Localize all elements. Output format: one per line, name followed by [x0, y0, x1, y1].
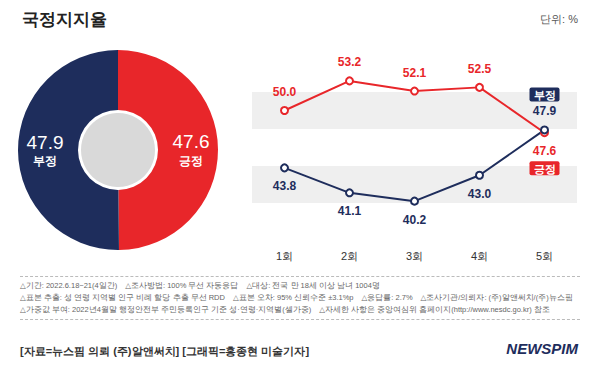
svg-text:2회: 2회: [341, 250, 358, 262]
html-text:[자료=뉴스핌 의뢰 (주)알앤써치] [그래픽=홍종현 미: [자료=뉴스핌 의뢰 (주)알앤써치] [그래픽=홍종현 미술기자]: [20, 345, 310, 357]
svg-text:47.6: 47.6: [173, 131, 210, 152]
html-text:△대상: 전국 만 18세 이상 남녀 1004명: △대상: 전국 만 18세 이상 남녀 1004명: [246, 281, 380, 290]
svg-text:4회: 4회: [471, 250, 488, 262]
svg-text:긍정: 긍정: [179, 154, 203, 168]
svg-text:47.6: 47.6: [533, 144, 557, 158]
html-text:△자세한 사항은 중앙여심위 홈페이지(http://www: △자세한 사항은 중앙여심위 홈페이지(http://www.nesdc.go.…: [319, 305, 550, 314]
svg-text:5회: 5회: [536, 250, 553, 262]
svg-text:43.8: 43.8: [273, 179, 297, 193]
svg-text:47.9: 47.9: [533, 104, 557, 118]
svg-text:52.5: 52.5: [468, 62, 492, 76]
html-text:△표본 추출: 성 연령 지역별 인구 비례 할당 추출 무: △표본 추출: 성 연령 지역별 인구 비례 할당 추출 무선 RDD: [20, 293, 225, 302]
html-text:국정지지율: 국정지지율: [22, 10, 107, 29]
svg-text:긍정: 긍정: [534, 163, 556, 175]
svg-text:40.2: 40.2: [403, 213, 427, 227]
html-text:△가중값 부여: 2022년4월말 행정안전부 주민등록인구: △가중값 부여: 2022년4월말 행정안전부 주민등록인구 기준 성·연령·지…: [20, 305, 312, 314]
html-text:△조사기관/의뢰자: (주)알앤써치/(주)뉴스핌: △조사기관/의뢰자: (주)알앤써치/(주)뉴스핌: [420, 293, 573, 302]
html-text:△응답률: 2.7%: △응답률: 2.7%: [361, 293, 413, 302]
svg-text:부정: 부정: [33, 154, 57, 168]
html-text:△조사방법: 100% 무선 자동응답: △조사방법: 100% 무선 자동응답: [125, 281, 239, 290]
html-text:단위: %: 단위: %: [540, 13, 578, 25]
svg-text:41.1: 41.1: [338, 204, 362, 218]
html-text:NEWSPIM: NEWSPIM: [506, 340, 578, 357]
svg-text:43.0: 43.0: [468, 187, 492, 201]
svg-text:52.1: 52.1: [403, 66, 427, 80]
svg-text:53.2: 53.2: [338, 55, 362, 69]
svg-text:1회: 1회: [276, 250, 293, 262]
svg-text:부정: 부정: [534, 89, 556, 101]
svg-text:3회: 3회: [406, 250, 423, 262]
svg-text:47.9: 47.9: [27, 132, 64, 153]
html-text:△기간: 2022.6.18~21(4일간): △기간: 2022.6.18~21(4일간): [20, 281, 118, 290]
html-text:△표본 오차: 95% 신뢰수준 ±3.1%p: △표본 오차: 95% 신뢰수준 ±3.1%p: [233, 293, 354, 302]
svg-text:50.0: 50.0: [273, 85, 297, 99]
